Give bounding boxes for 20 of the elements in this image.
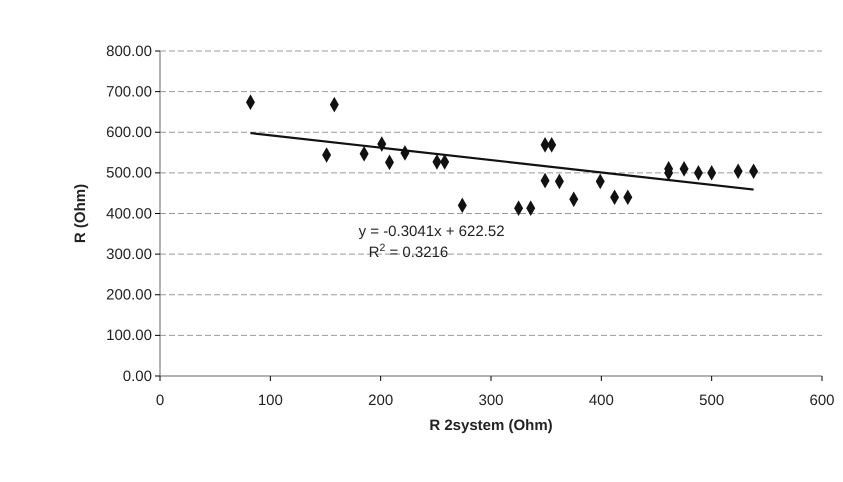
y-tick-label: 300.00: [106, 246, 152, 263]
y-tick-label: 800.00: [106, 42, 152, 60]
y-tick-label: 400.00: [106, 205, 152, 222]
y-tick-label: 600.00: [106, 124, 152, 142]
annotation: R$^{2}$ = 0.3216: [368, 242, 448, 261]
y-tick-label: 700.00: [106, 83, 152, 100]
x-axis-title: R 2system (Ohm): [429, 417, 553, 434]
y-tick-label: 100.00: [106, 327, 152, 344]
annotation: y = -0.3041x + 622.52: [358, 222, 505, 240]
y-tick-label: 500.00: [106, 164, 152, 182]
x-tick-label: 500: [699, 392, 724, 409]
x-tick-label: 100: [258, 392, 283, 409]
x-tick-label: 300: [478, 392, 504, 409]
x-tick-label: 200: [368, 392, 394, 409]
y-axis-title: R (Ohm): [72, 184, 89, 244]
y-tick-label: 200.00: [106, 286, 152, 304]
x-tick-label: 0: [156, 392, 164, 409]
x-tick-label: 600: [809, 392, 835, 409]
y-tick-label: 0.00: [122, 368, 152, 385]
x-tick-label: 400: [588, 392, 614, 409]
